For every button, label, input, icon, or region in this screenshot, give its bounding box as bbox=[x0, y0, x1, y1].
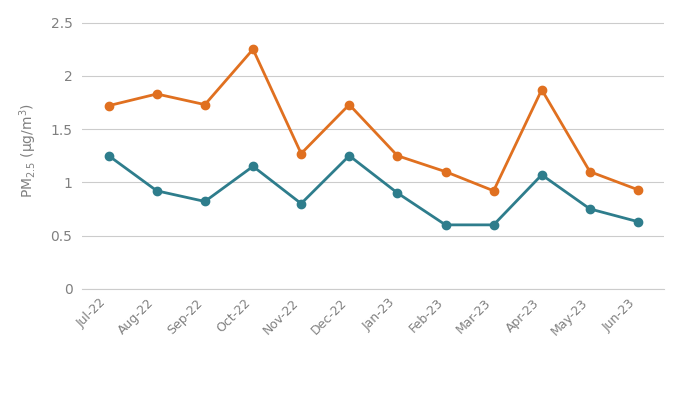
Non-HEPA bbox=[153, 91, 161, 96]
HEPA bbox=[490, 223, 498, 227]
Non-HEPA bbox=[634, 187, 642, 192]
HEPA bbox=[393, 190, 401, 195]
Non-HEPA bbox=[345, 102, 353, 107]
HEPA bbox=[586, 207, 594, 211]
Non-HEPA bbox=[249, 47, 257, 52]
HEPA bbox=[441, 223, 449, 227]
Non-HEPA bbox=[105, 103, 113, 108]
HEPA bbox=[345, 153, 353, 158]
Line: Non-HEPA: Non-HEPA bbox=[105, 45, 642, 195]
HEPA bbox=[201, 199, 209, 204]
Non-HEPA bbox=[490, 188, 498, 193]
Non-HEPA bbox=[441, 169, 449, 174]
HEPA bbox=[297, 201, 306, 206]
Non-HEPA bbox=[393, 153, 401, 158]
Non-HEPA bbox=[201, 102, 209, 107]
HEPA bbox=[538, 172, 546, 177]
Non-HEPA bbox=[586, 169, 594, 174]
Non-HEPA bbox=[297, 151, 306, 156]
Y-axis label: PM$_{2.5}$ (μg/m$^3$): PM$_{2.5}$ (μg/m$^3$) bbox=[18, 103, 39, 198]
Non-HEPA bbox=[538, 87, 546, 92]
HEPA bbox=[105, 153, 113, 158]
HEPA bbox=[634, 219, 642, 224]
Line: HEPA: HEPA bbox=[105, 152, 642, 229]
HEPA bbox=[153, 188, 161, 193]
HEPA bbox=[249, 164, 257, 169]
